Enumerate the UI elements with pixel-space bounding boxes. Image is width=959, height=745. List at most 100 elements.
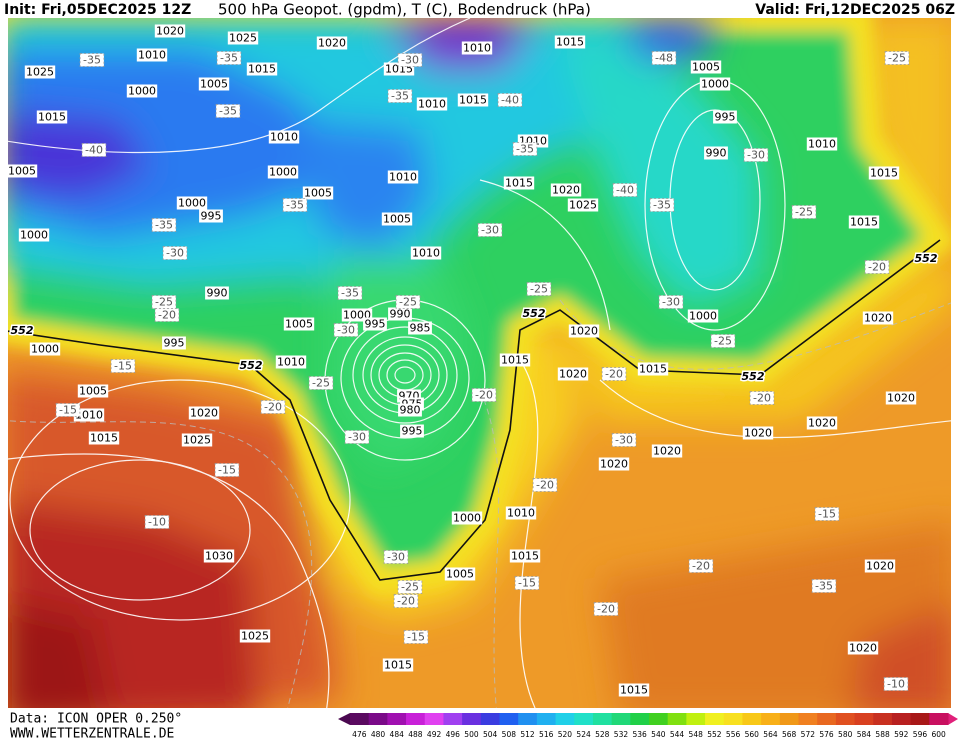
colorbar-label: 512	[520, 730, 535, 739]
isobar-label: 1020	[866, 560, 894, 573]
colorbar-cell	[499, 713, 519, 725]
colorbar-label: 520	[558, 730, 573, 739]
colorbar-label: 508	[502, 730, 517, 739]
isobar-label: 1015	[384, 659, 412, 672]
colorbar-label: 496	[446, 730, 461, 739]
isobar-label: 1015	[505, 177, 533, 190]
temperature-label-box	[308, 376, 334, 390]
colorbar-label: 544	[670, 730, 685, 739]
isobar-label: 990	[390, 308, 411, 321]
temperature-label: -30	[747, 149, 765, 162]
colorbar-label: 500	[464, 730, 479, 739]
isobar-label-box	[36, 110, 68, 124]
isobar-label-box	[568, 324, 600, 338]
temperature-label: -35	[155, 219, 173, 232]
isobar-label-box	[408, 321, 432, 335]
temperature-label-box	[512, 142, 538, 156]
isobar-label-box	[868, 166, 900, 180]
site: WWW.WETTERZENTRALE.DE	[10, 727, 174, 742]
isobar-label-box	[283, 317, 315, 331]
colorbar-label: 548	[689, 730, 704, 739]
552-line	[8, 239, 941, 581]
isobar-label-box	[400, 424, 424, 438]
temperature-label-box	[649, 198, 675, 212]
colorbar-label: 504	[483, 730, 498, 739]
temperature-label-box	[611, 433, 637, 447]
colorbar-cell	[723, 713, 743, 725]
temperature-label-box	[811, 579, 837, 593]
map-labels: 1020 1025 1020 1010 1015 1010 1015 1015 1005 1025…	[6, 24, 939, 697]
isobar-label: 1005	[692, 61, 720, 74]
isobar-label-box	[246, 62, 278, 76]
temperature-label-box	[593, 602, 619, 616]
isobar-label: 1015	[620, 684, 648, 697]
isobar-label-box	[77, 384, 109, 398]
isobar-label-box	[554, 35, 586, 49]
isobar-label-box	[848, 215, 880, 229]
colorbar-arrow-high	[948, 713, 958, 725]
colorbar-label: 476	[352, 730, 367, 739]
isobar-label-box	[806, 416, 838, 430]
isobar-label: 990	[207, 287, 228, 300]
isobar-label: 995	[365, 318, 386, 331]
isobar-label-box	[382, 658, 414, 672]
temperature-label: -25	[795, 206, 813, 219]
isobar-label-box	[651, 444, 683, 458]
temperature-label: -10	[887, 678, 905, 691]
temperature-label: -20	[397, 595, 415, 608]
temperature-label: -30	[166, 247, 184, 260]
isobar-label: 1000	[128, 85, 156, 98]
temperature-label-box	[612, 183, 638, 197]
isobar-label-box	[126, 84, 158, 98]
isobar-label-box	[457, 93, 489, 107]
temperature-label: -35	[391, 90, 409, 103]
isobar-label: 1015	[38, 111, 66, 124]
isobar-label: 1010	[412, 247, 440, 260]
temperature-label: -20	[868, 261, 886, 274]
isobar-label: 1005	[285, 318, 313, 331]
isobar-label: 1020	[653, 445, 681, 458]
isobar-label-box	[499, 353, 531, 367]
isobar-label-box	[637, 362, 669, 376]
temperature-label-box	[383, 550, 409, 564]
temperature-label-box	[154, 308, 180, 322]
isobar-label: 1005	[8, 165, 36, 178]
temperature-label-box	[110, 359, 136, 373]
isobar-label: 1025	[569, 199, 597, 212]
temperature-label-box	[814, 507, 840, 521]
isobar-label-box	[268, 130, 300, 144]
isobar-label: 1025	[229, 32, 257, 45]
isobar-label: 1020	[849, 642, 877, 655]
isobar-label: 1005	[200, 78, 228, 91]
colorbar-label: 492	[427, 730, 442, 739]
isobar-label: 1020	[744, 427, 772, 440]
isobar-label: 1020	[808, 417, 836, 430]
colorbar-cell	[536, 713, 557, 725]
colorbar-cell	[443, 713, 463, 725]
temperature-label: -15	[218, 464, 236, 477]
isobar-label-box	[687, 309, 719, 323]
init-text: Init: Fri,05DEC2025 12Z	[4, 2, 191, 18]
temperature-label-box	[651, 51, 677, 65]
isobar-label: 1005	[79, 385, 107, 398]
isobar-label-box	[461, 41, 493, 55]
temperature-label: -15	[59, 404, 77, 417]
temperature-label: -20	[692, 560, 710, 573]
isobar-label-box	[742, 426, 774, 440]
isobar-label: 1000	[269, 166, 297, 179]
colorbar-label: 516	[539, 730, 554, 739]
isotherms	[8, 299, 951, 708]
isobar-label-box	[444, 567, 476, 581]
isobar-label: 1000	[453, 512, 481, 525]
colorbar-cell	[630, 713, 650, 725]
temperature-label-box	[601, 367, 627, 381]
temperature-label: -30	[401, 54, 419, 67]
temperature-label-box	[497, 93, 523, 107]
isobar-label: 1005	[446, 568, 474, 581]
temperature-label-box	[883, 677, 909, 691]
colorbar-label: 528	[595, 730, 610, 739]
colorbar-cell	[910, 713, 930, 725]
isobar-label-box	[18, 228, 50, 242]
colorbar-cell	[873, 713, 893, 725]
temperature-label-box	[397, 53, 423, 67]
